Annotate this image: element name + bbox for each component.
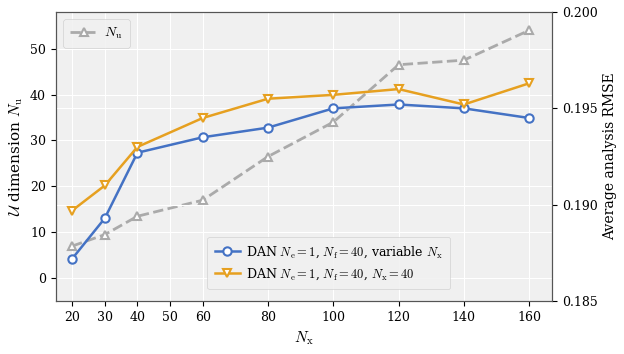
Line: DAN $N_\mathrm{e} = 1$, $N_\mathrm{f} = 40$, variable $N_\mathrm{x}$: DAN $N_\mathrm{e} = 1$, $N_\mathrm{f} = …: [68, 100, 534, 263]
DAN $N_\mathrm{e} = 1$, $N_\mathrm{f} = 40$, variable $N_\mathrm{x}$: [199, 135, 207, 139]
Legend: DAN $N_\mathrm{e} = 1$, $N_\mathrm{f} = 40$, variable $N_\mathrm{x}$, DAN $N_\ma: DAN $N_\mathrm{e} = 1$, $N_\mathrm{f} = …: [207, 237, 451, 289]
DAN $N_\mathrm{e} = 1$, $N_\mathrm{f} = 40$, $N_\mathrm{x} = 40$: [101, 183, 109, 188]
$N_\mathrm{u}$: [525, 28, 533, 33]
$N_\mathrm{u}$: [69, 244, 76, 248]
$N_\mathrm{u}$: [265, 154, 272, 159]
$N_\mathrm{u}$: [134, 214, 141, 218]
DAN $N_\mathrm{e} = 1$, $N_\mathrm{f} = 40$, $N_\mathrm{x} = 40$: [395, 87, 402, 91]
Line: $N_\mathrm{u}$: $N_\mathrm{u}$: [68, 26, 534, 250]
$N_\mathrm{u}$: [101, 233, 109, 237]
DAN $N_\mathrm{e} = 1$, $N_\mathrm{f} = 40$, variable $N_\mathrm{x}$: [101, 216, 109, 221]
DAN $N_\mathrm{e} = 1$, $N_\mathrm{f} = 40$, $N_\mathrm{x} = 40$: [265, 97, 272, 101]
DAN $N_\mathrm{e} = 1$, $N_\mathrm{f} = 40$, variable $N_\mathrm{x}$: [265, 126, 272, 130]
X-axis label: $N_\mathrm{x}$: $N_\mathrm{x}$: [294, 330, 314, 347]
DAN $N_\mathrm{e} = 1$, $N_\mathrm{f} = 40$, variable $N_\mathrm{x}$: [69, 257, 76, 261]
DAN $N_\mathrm{e} = 1$, $N_\mathrm{f} = 40$, $N_\mathrm{x} = 40$: [525, 81, 533, 85]
DAN $N_\mathrm{e} = 1$, $N_\mathrm{f} = 40$, variable $N_\mathrm{x}$: [329, 106, 337, 110]
$N_\mathrm{u}$: [329, 120, 337, 124]
DAN $N_\mathrm{e} = 1$, $N_\mathrm{f} = 40$, $N_\mathrm{x} = 40$: [69, 209, 76, 213]
DAN $N_\mathrm{e} = 1$, $N_\mathrm{f} = 40$, $N_\mathrm{x} = 40$: [199, 116, 207, 120]
DAN $N_\mathrm{e} = 1$, $N_\mathrm{f} = 40$, variable $N_\mathrm{x}$: [460, 106, 467, 110]
DAN $N_\mathrm{e} = 1$, $N_\mathrm{f} = 40$, variable $N_\mathrm{x}$: [525, 116, 533, 120]
DAN $N_\mathrm{e} = 1$, $N_\mathrm{f} = 40$, $N_\mathrm{x} = 40$: [329, 93, 337, 97]
Y-axis label: $\mathcal{U}$ dimension $N_\mathrm{u}$: $\mathcal{U}$ dimension $N_\mathrm{u}$: [7, 97, 24, 216]
DAN $N_\mathrm{e} = 1$, $N_\mathrm{f} = 40$, variable $N_\mathrm{x}$: [395, 102, 402, 107]
$N_\mathrm{u}$: [460, 58, 467, 62]
Y-axis label: Average analysis RMSE: Average analysis RMSE: [603, 73, 617, 240]
Line: DAN $N_\mathrm{e} = 1$, $N_\mathrm{f} = 40$, $N_\mathrm{x} = 40$: DAN $N_\mathrm{e} = 1$, $N_\mathrm{f} = …: [68, 79, 534, 215]
DAN $N_\mathrm{e} = 1$, $N_\mathrm{f} = 40$, variable $N_\mathrm{x}$: [134, 150, 141, 155]
DAN $N_\mathrm{e} = 1$, $N_\mathrm{f} = 40$, $N_\mathrm{x} = 40$: [460, 102, 467, 107]
$N_\mathrm{u}$: [395, 63, 402, 67]
$N_\mathrm{u}$: [199, 198, 207, 202]
DAN $N_\mathrm{e} = 1$, $N_\mathrm{f} = 40$, $N_\mathrm{x} = 40$: [134, 145, 141, 149]
